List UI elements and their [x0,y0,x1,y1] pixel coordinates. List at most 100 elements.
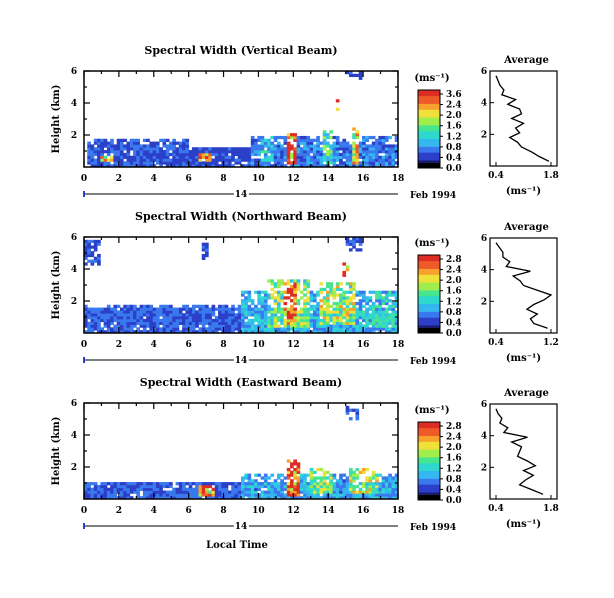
average-curve [495,408,544,495]
heatmap-cell [191,310,196,314]
heatmap-cell [365,147,369,151]
heatmap-cell [355,239,360,244]
heatmap-cell [312,484,317,489]
heatmap-cell [237,316,242,320]
heatmap-cell [191,304,196,308]
heatmap-cell [162,307,167,311]
heatmap-cell [97,144,101,148]
heatmap-cell [247,327,252,331]
colorbar-tick-label: 0.8 [446,308,462,318]
heatmap-cell [267,316,271,320]
heatmap-cell [299,484,304,489]
heatmap-cell [116,310,121,314]
heatmap-cell [178,310,183,314]
heatmap-cell [211,150,216,154]
heatmap-cell [155,316,160,320]
heatmap-cell [388,487,392,491]
heatmap-cell [286,316,291,320]
heatmap-cell [165,304,170,308]
heatmap-cell [316,316,320,320]
heatmap-cell [329,147,333,151]
heatmap-cell [191,496,196,500]
heatmap-cell [165,150,170,154]
day-label: 14 [235,522,248,532]
heatmap-cell [375,141,379,145]
heatmap-cell [312,479,317,483]
heatmap-cell [306,164,311,168]
heatmap-cell [116,138,121,142]
heatmap-cell [191,150,196,154]
heatmap-cell [342,307,347,311]
heatmap-cell [352,293,356,297]
heatmap-cell [231,164,235,168]
colorbar-tick-label: 0.4 [446,153,462,163]
heatmap-cell [352,324,356,328]
heatmap-cell [218,164,222,168]
heatmap-cell [326,316,330,320]
heatmap-cell [286,324,291,328]
heatmap-cell [182,482,186,486]
heatmap-cell [335,490,340,494]
heatmap-cell [110,327,114,331]
heatmap-cell [365,307,369,311]
heatmap-cell [87,487,91,491]
heatmap-cell [126,490,131,494]
heatmap-cell [234,490,239,494]
heatmap-cell [211,318,216,323]
heatmap-cell [352,144,356,148]
heatmap-cell [237,307,242,311]
heatmap-cell [165,147,170,151]
heatmap-cell [136,152,140,157]
heatmap-cell [286,459,291,463]
heatmap-cell [329,144,333,148]
heatmap-cell [352,304,356,308]
heatmap-cell [97,330,101,334]
heatmap-cell [237,155,242,159]
heatmap-cell [90,164,95,168]
heatmap-cell [352,73,356,78]
heatmap-cell [129,161,134,165]
colorbar-band [418,130,440,134]
heatmap-cell [378,482,383,486]
heatmap-cell [276,150,281,154]
heatmap-cell [263,482,268,486]
heatmap-cell [322,155,327,159]
heatmap-cell [208,493,212,497]
colorbar-band [418,272,440,275]
heatmap-cell [257,299,262,303]
heatmap-cell [368,158,373,162]
heatmap-cell [198,313,203,317]
heatmap-cell [267,330,271,334]
heatmap-cell [195,484,199,489]
heatmap-cell [326,152,330,157]
heatmap-cell [90,155,95,159]
heatmap-cell [234,324,239,328]
heatmap-cell [257,321,262,325]
heatmap-cell [332,144,337,148]
heatmap-cell [339,316,343,320]
heatmap-cell [169,327,173,331]
heatmap-cell [352,484,356,489]
heatmap-cell [290,462,294,466]
heatmap-cell [296,155,301,159]
heatmap-cell [241,307,245,311]
heatmap-cell [155,327,160,331]
heatmap-cell [237,330,242,334]
heatmap-cell [90,239,95,244]
heatmap-cell [97,313,101,317]
heatmap-cell [84,321,88,325]
heatmap-cell [260,484,265,489]
heatmap-cell [208,164,212,168]
heatmap-cell [381,147,386,151]
heatmap-cell [142,318,147,323]
heatmap-cell [375,304,379,308]
heatmap-cell [345,476,350,480]
heatmap-cell [211,493,216,497]
heatmap-cell [362,304,366,308]
heatmap-cell [299,290,304,294]
heatmap-cell [188,164,193,168]
heatmap-cell [133,484,137,489]
heatmap-cell [159,310,163,314]
heatmap-cell [316,141,320,145]
y-axis-label: Height (km) [51,85,62,154]
